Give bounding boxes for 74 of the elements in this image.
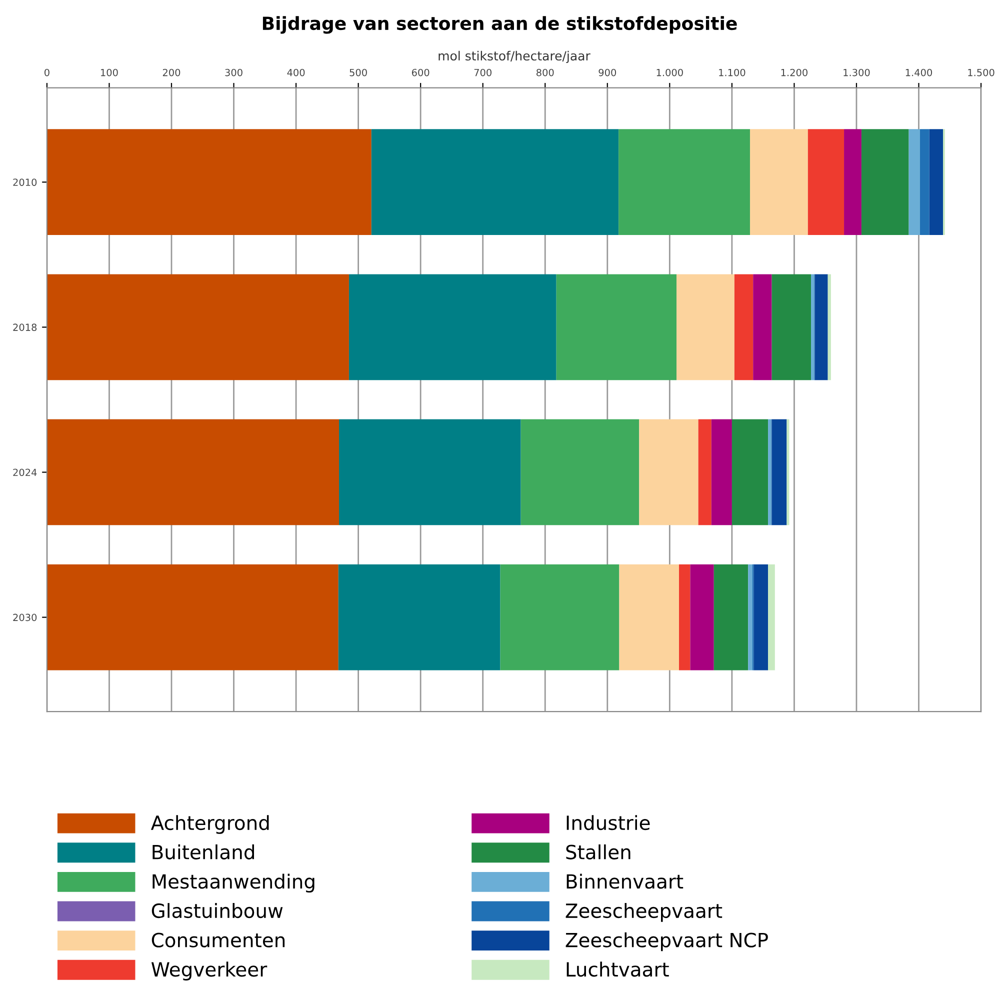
legend-label: Wegverkeer — [151, 962, 268, 980]
legend-label: Stallen — [566, 844, 630, 860]
bar — [754, 564, 768, 670]
bar — [808, 129, 844, 236]
x-tick-label: 1.300 — [844, 68, 870, 76]
bar — [639, 419, 698, 526]
legend-label: Achtergrond — [150, 815, 269, 834]
bar — [750, 129, 808, 236]
bar — [690, 564, 714, 670]
x-tick-label: 800 — [536, 68, 554, 76]
x-tick-label: 900 — [598, 68, 616, 76]
bar — [734, 274, 754, 380]
legend-label: Binnenvaart — [566, 874, 684, 889]
bar — [679, 564, 690, 670]
y-tick-label: 2018 — [13, 324, 37, 331]
legend-label: Mestaanwending — [152, 874, 314, 893]
x-tick-label: 1.500 — [968, 68, 994, 76]
bar — [844, 129, 862, 236]
x-tick-label: 1.400 — [906, 68, 932, 76]
bar — [786, 419, 790, 526]
bar — [772, 274, 812, 380]
bar — [556, 274, 677, 380]
bar — [46, 419, 340, 526]
legend-label: Glastuinbouw — [152, 903, 283, 918]
bar — [714, 564, 748, 670]
y-tick-label: 2010 — [13, 178, 37, 186]
bar — [828, 274, 831, 380]
bar — [861, 129, 909, 236]
bar — [46, 564, 338, 670]
bar — [618, 129, 750, 236]
bar — [920, 129, 930, 236]
bar — [772, 419, 787, 526]
bar — [676, 274, 734, 380]
x-tick-label: 0 — [44, 68, 50, 76]
x-tick-label: 200 — [162, 68, 180, 76]
bar — [711, 419, 732, 526]
x-tick-label: 500 — [350, 68, 367, 76]
bar — [811, 274, 814, 380]
bar — [768, 419, 772, 526]
bar — [814, 274, 828, 380]
bar — [371, 129, 619, 236]
x-tick-label: 300 — [225, 68, 242, 76]
legend-label: Industrie — [566, 815, 650, 830]
bar — [500, 564, 620, 670]
x-tick-label: 100 — [101, 68, 118, 76]
bar — [338, 564, 500, 670]
bar — [929, 129, 944, 236]
x-axis-title: mol stikstof/hectare/jaar — [438, 50, 590, 63]
bar — [46, 129, 372, 236]
legend-label: Luchtvaart — [566, 962, 669, 977]
x-tick-label: 1.000 — [656, 68, 683, 76]
x-tick-label: 600 — [412, 68, 430, 76]
legend-label: Consumenten — [152, 932, 285, 948]
y-tick-label: 2030 — [13, 614, 37, 622]
bar — [46, 274, 349, 380]
x-tick-label: 1.100 — [719, 68, 746, 76]
bar — [348, 274, 556, 380]
bar — [520, 419, 640, 526]
y-tick-label: 2024 — [13, 468, 37, 476]
bar — [753, 274, 772, 380]
bar — [619, 564, 680, 670]
bar — [732, 419, 768, 526]
bar — [908, 129, 920, 236]
bar — [339, 419, 521, 526]
bar — [698, 419, 712, 526]
legend-label: Buitenland — [152, 844, 254, 860]
bar — [768, 564, 775, 670]
x-tick-label: 1.200 — [781, 68, 808, 76]
legend-label: Zeescheepvaart — [566, 903, 722, 922]
chart-title: Bijdrage van sectoren aan de stikstofdepositie — [262, 16, 737, 34]
legend-label: Zeescheepvaart NCP — [566, 932, 768, 952]
bar — [748, 564, 752, 670]
x-tick-label: 700 — [474, 68, 492, 76]
x-tick-label: 400 — [287, 68, 305, 76]
